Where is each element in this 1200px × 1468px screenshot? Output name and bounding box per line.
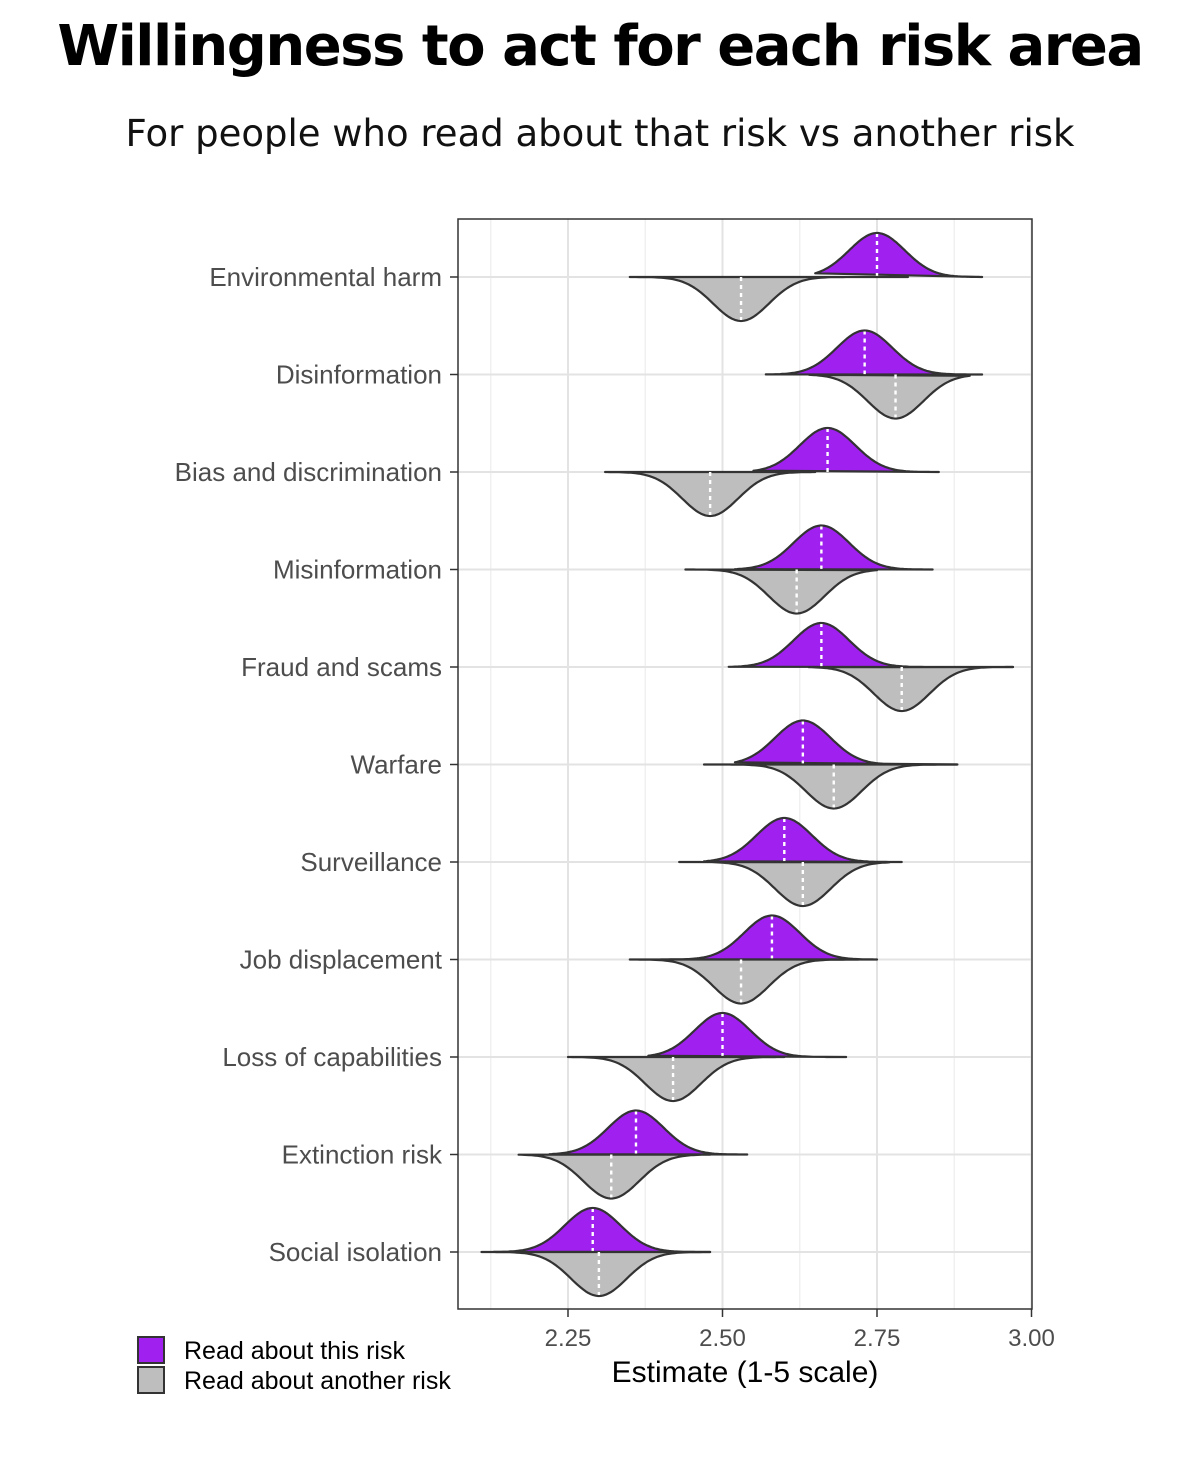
legend-swatch-this-risk xyxy=(137,1336,165,1364)
x-axis: 2.25 2.50 2.75 3.00 xyxy=(545,1309,1055,1352)
violin-another-risk xyxy=(678,860,891,908)
y-tick-label: Misinformation xyxy=(273,555,442,585)
violin-another-risk xyxy=(702,763,959,810)
legend-label-another-risk: Read about another risk xyxy=(184,1367,451,1395)
y-tick-label: Loss of capabilities xyxy=(222,1042,442,1072)
legend-swatch-another-risk xyxy=(137,1366,165,1394)
violin-this-risk xyxy=(752,426,940,474)
violin-another-risk xyxy=(517,1153,712,1200)
chart-title: Willingness to act for each risk area xyxy=(57,14,1144,79)
violin-another-risk xyxy=(628,275,909,323)
violin-this-risk xyxy=(548,1109,749,1156)
y-tick-label: Extinction risk xyxy=(282,1140,443,1170)
y-tick-label: Surveillance xyxy=(300,847,442,877)
chart-subtitle: For people who read about that risk vs a… xyxy=(125,112,1075,155)
violin-this-risk xyxy=(492,1206,712,1254)
x-tick-label: 2.25 xyxy=(545,1325,592,1352)
x-tick-label: 2.50 xyxy=(699,1325,746,1352)
y-tick-label: Warfare xyxy=(351,750,443,780)
x-tick-label: 3.00 xyxy=(1008,1325,1055,1352)
y-tick-label: Social isolation xyxy=(269,1237,442,1267)
violins xyxy=(480,231,1015,1298)
violin-this-risk xyxy=(814,231,984,279)
legend: Read about this risk Read about another … xyxy=(137,1336,451,1395)
violin-this-risk xyxy=(733,719,959,766)
y-axis: Environmental harm Disinformation Bias and… xyxy=(175,262,458,1267)
violin-this-risk xyxy=(727,621,1015,669)
legend-label-this-risk: Read about this risk xyxy=(184,1337,405,1365)
violin-this-risk xyxy=(733,524,934,571)
x-axis-label: Estimate (1-5 scale) xyxy=(612,1356,879,1389)
y-tick-label: Bias and discrimination xyxy=(175,457,442,487)
y-tick-label: Environmental harm xyxy=(209,262,442,292)
violin-this-risk xyxy=(702,816,903,864)
violin-another-risk xyxy=(566,1055,786,1103)
violin-this-risk xyxy=(764,329,984,376)
y-tick-label: Fraud and scams xyxy=(241,652,442,682)
violin-another-risk xyxy=(807,373,971,420)
violin-another-risk xyxy=(628,958,860,1005)
violin-another-risk xyxy=(604,470,817,518)
x-tick-label: 2.75 xyxy=(854,1325,901,1352)
violin-this-risk xyxy=(647,1011,848,1059)
violin-another-risk xyxy=(480,1250,712,1298)
y-tick-label: Job displacement xyxy=(240,945,443,975)
y-tick-label: Disinformation xyxy=(276,360,442,390)
violin-this-risk xyxy=(659,914,879,961)
violin-another-risk xyxy=(684,568,879,615)
violin-another-risk xyxy=(807,665,1015,713)
